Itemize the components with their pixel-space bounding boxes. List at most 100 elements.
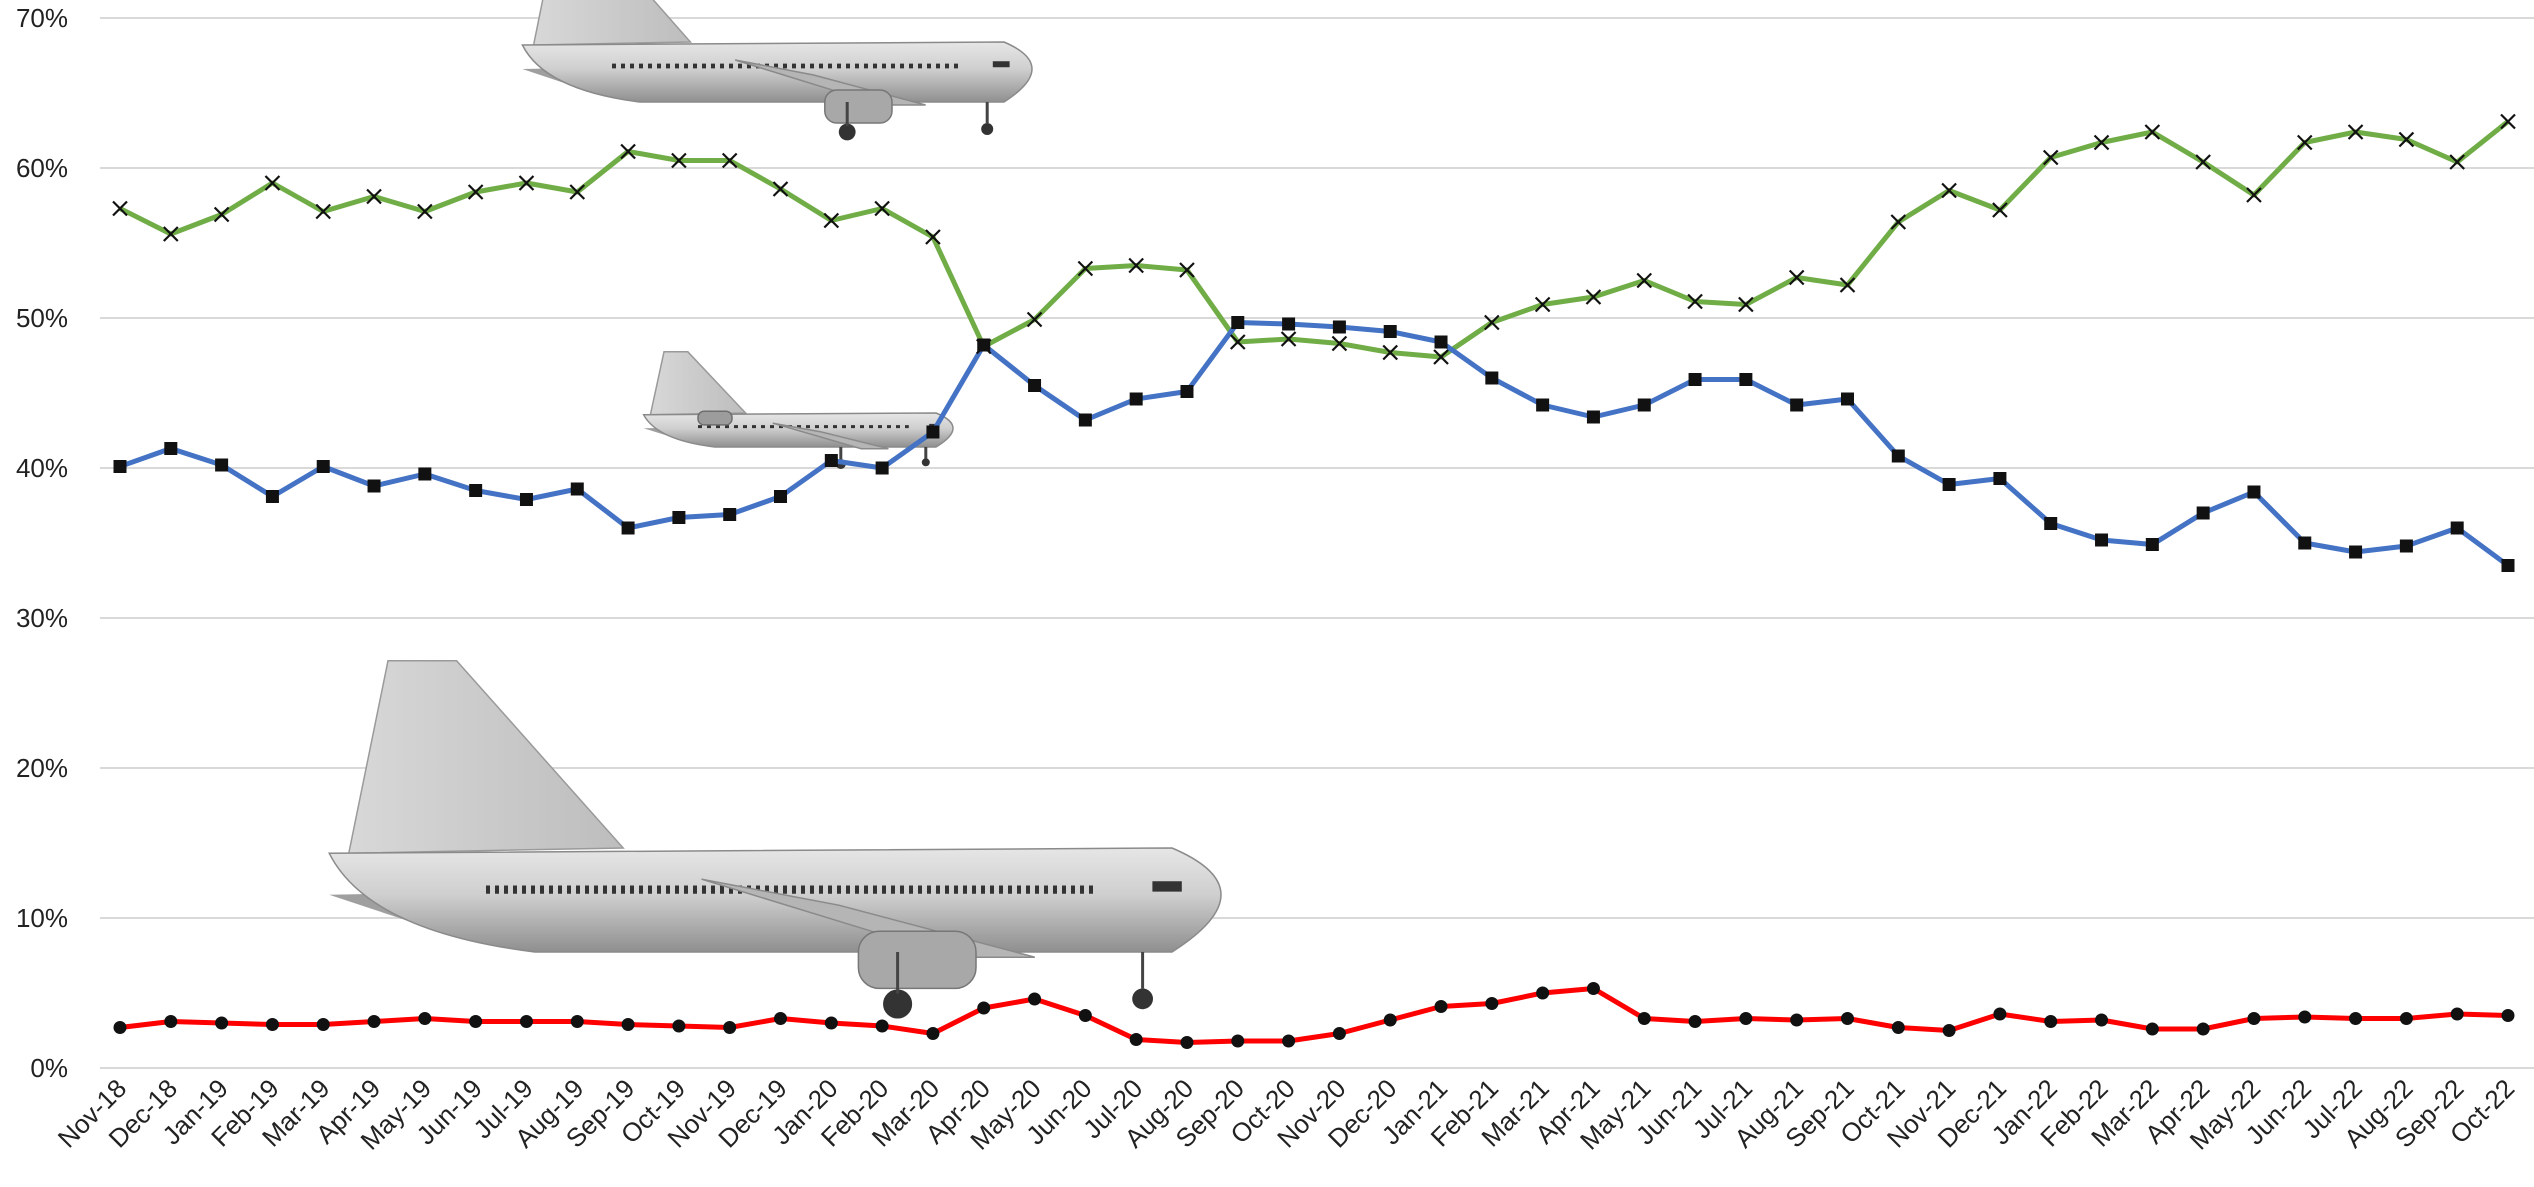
x-stroke <box>366 188 382 205</box>
data-point-marker <box>1993 1007 2007 1021</box>
data-point-marker <box>1230 334 1246 350</box>
data-point-marker <box>723 1021 737 1034</box>
regional-jet-image <box>642 351 954 469</box>
data-point-marker <box>264 175 281 191</box>
data-point-marker <box>1028 992 1042 1006</box>
data-point-marker <box>2196 1022 2210 1036</box>
data-point-marker <box>1534 296 1551 313</box>
data-point-marker <box>1536 398 1550 412</box>
tail-fin <box>649 351 748 416</box>
data-point-marker <box>977 338 991 352</box>
data-point-marker <box>113 460 127 473</box>
data-point-marker <box>824 454 838 467</box>
y-tick-label: 30% <box>16 603 68 633</box>
data-point-marker <box>2501 1009 2515 1022</box>
data-point-marker <box>672 511 686 524</box>
data-point-marker <box>2296 134 2313 151</box>
data-point-marker <box>2349 1012 2363 1025</box>
data-point-marker <box>2093 134 2110 151</box>
data-point-marker <box>2501 559 2515 572</box>
data-point-marker <box>2196 506 2210 520</box>
x-stroke <box>1280 331 1297 347</box>
data-point-marker <box>926 425 940 439</box>
data-point-marker <box>925 229 941 245</box>
data-point-marker <box>1382 344 1398 361</box>
wing <box>772 422 889 450</box>
aircraft-images <box>327 0 1222 1019</box>
nose-gear <box>1132 988 1153 1010</box>
data-point-marker <box>1891 1021 1905 1034</box>
data-point-marker <box>367 1015 381 1028</box>
data-point-marker <box>418 1012 432 1025</box>
y-tick-label: 70% <box>16 3 68 33</box>
data-point-marker <box>2349 545 2363 559</box>
x-stroke <box>772 181 789 197</box>
engine <box>697 410 733 426</box>
data-point-marker <box>1129 1033 1143 1046</box>
data-point-marker <box>774 490 788 503</box>
data-point-marker <box>2095 1013 2109 1027</box>
data-point-marker <box>824 1016 838 1030</box>
data-point-marker <box>1484 314 1500 331</box>
nose-gear <box>981 123 994 135</box>
data-point-marker <box>316 1018 330 1031</box>
x-stroke <box>1687 293 1703 310</box>
data-point-marker <box>2144 124 2161 140</box>
data-point-marker <box>518 175 535 191</box>
data-point-marker <box>1331 335 1348 352</box>
x-stroke <box>112 200 128 217</box>
data-point-marker <box>315 203 332 220</box>
x-stroke <box>1179 262 1195 278</box>
x-stroke <box>671 152 687 169</box>
x-stroke <box>264 175 281 191</box>
data-point-marker <box>1993 472 2007 485</box>
data-point-marker <box>418 467 432 481</box>
data-point-marker <box>672 1019 686 1033</box>
data-point-marker <box>570 482 584 496</box>
data-point-marker <box>1739 373 1753 386</box>
y-tick-label: 10% <box>16 903 68 933</box>
x-stroke <box>569 184 586 200</box>
data-point-marker <box>569 184 586 200</box>
data-point-marker <box>1992 202 2008 218</box>
data-point-marker <box>519 493 533 506</box>
data-point-marker <box>1687 293 1703 310</box>
x-stroke <box>315 203 332 220</box>
data-point-marker <box>823 212 840 229</box>
data-point-marker <box>1636 272 1653 289</box>
widebody-jet-image <box>327 660 1222 1019</box>
data-point-marker <box>570 1015 584 1028</box>
x-stroke <box>1534 296 1551 313</box>
data-point-marker <box>772 181 789 197</box>
data-point-marker <box>2399 1012 2413 1025</box>
x-stroke <box>2144 124 2161 140</box>
data-point-marker <box>1231 1034 1245 1048</box>
x-stroke <box>1484 314 1500 331</box>
x-stroke <box>1433 349 1449 365</box>
data-point-marker <box>774 1012 788 1025</box>
x-stroke <box>1230 334 1246 350</box>
data-point-marker <box>265 490 279 503</box>
data-point-marker <box>164 1015 178 1028</box>
data-point-marker <box>1231 316 1245 329</box>
x-stroke <box>1636 272 1653 289</box>
data-point-marker <box>1434 1000 1448 1013</box>
data-point-marker <box>1788 269 1805 286</box>
data-point-marker <box>926 1027 940 1040</box>
data-point-marker <box>875 1019 889 1033</box>
x-stroke <box>823 212 840 229</box>
data-point-marker <box>1738 296 1754 313</box>
data-point-marker <box>1790 398 1804 412</box>
data-point-marker <box>2246 187 2262 203</box>
data-point-marker <box>367 479 381 493</box>
data-point-marker <box>1585 289 1602 305</box>
data-point-marker <box>1586 410 1600 424</box>
data-point-marker <box>2398 131 2415 148</box>
cockpit-window <box>1152 881 1182 892</box>
main-gear <box>838 123 856 141</box>
data-point-marker <box>1688 373 1702 386</box>
series-line-2 <box>119 986 2509 1045</box>
data-point-marker <box>2298 536 2312 550</box>
data-point-marker <box>215 458 229 472</box>
x-stroke <box>2500 113 2516 130</box>
